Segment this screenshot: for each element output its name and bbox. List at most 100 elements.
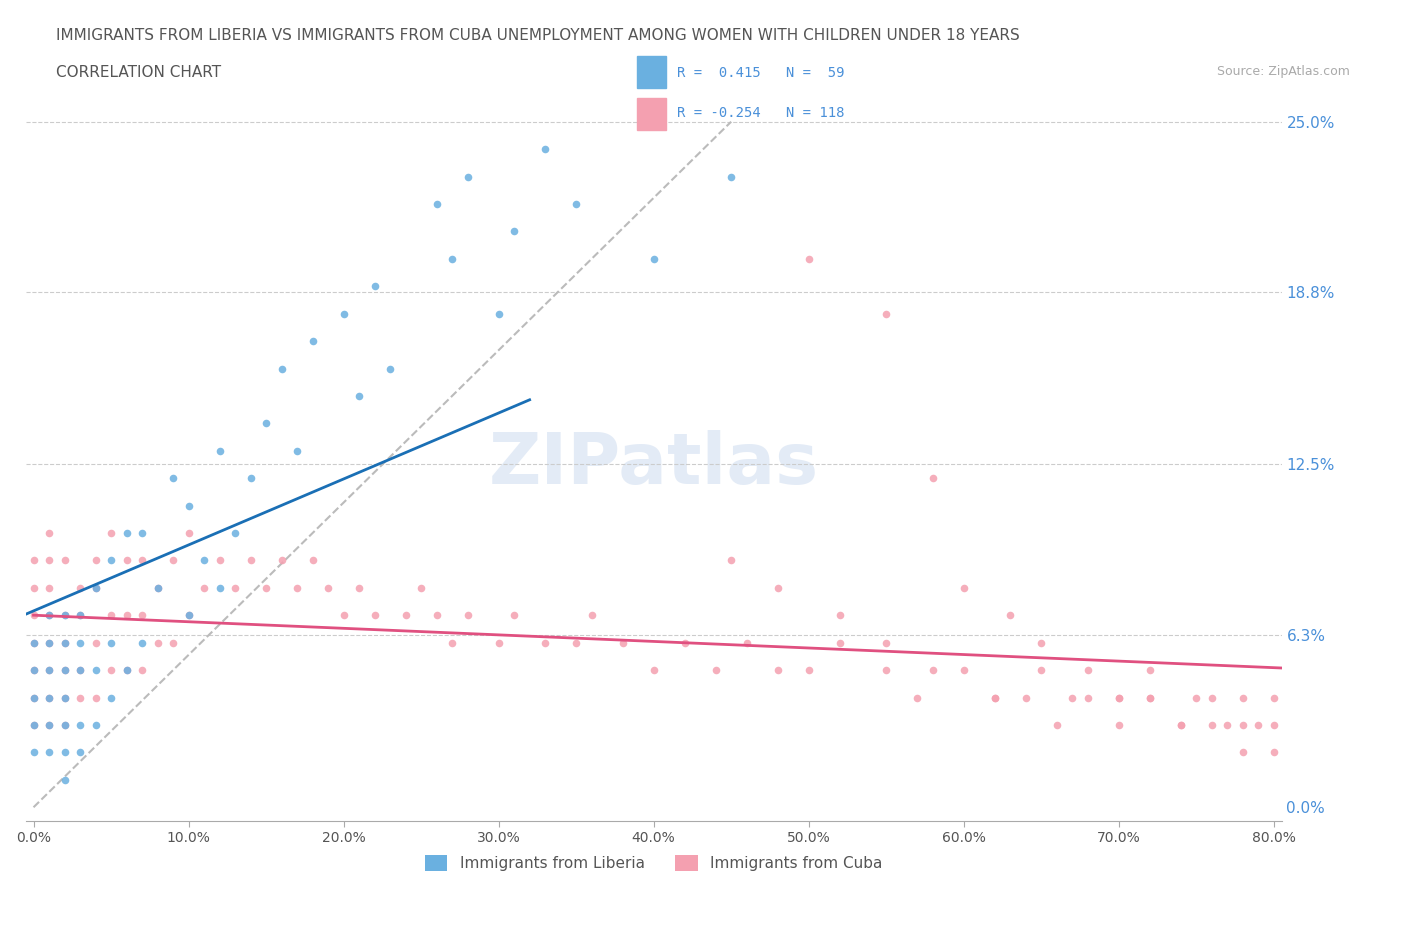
- Point: [426, 196, 449, 211]
- Text: CORRELATION CHART: CORRELATION CHART: [56, 65, 221, 80]
- Point: [1077, 690, 1099, 705]
- Point: [84, 580, 107, 595]
- Point: [146, 580, 169, 595]
- Point: [457, 169, 479, 184]
- Point: [1201, 718, 1223, 733]
- Point: [69, 580, 91, 595]
- Point: [534, 635, 557, 650]
- Point: [84, 663, 107, 678]
- Text: IMMIGRANTS FROM LIBERIA VS IMMIGRANTS FROM CUBA UNEMPLOYMENT AMONG WOMEN WITH CH: IMMIGRANTS FROM LIBERIA VS IMMIGRANTS FR…: [56, 28, 1019, 43]
- Point: [22, 553, 45, 568]
- Point: [69, 663, 91, 678]
- Point: [100, 608, 122, 623]
- Point: [1170, 718, 1192, 733]
- Point: [146, 580, 169, 595]
- Point: [704, 663, 727, 678]
- Point: [735, 635, 758, 650]
- Point: [69, 608, 91, 623]
- Point: [581, 608, 603, 623]
- Point: [162, 553, 184, 568]
- Point: [1031, 635, 1053, 650]
- Point: [177, 525, 200, 540]
- Point: [503, 224, 526, 239]
- Point: [53, 608, 76, 623]
- Point: [115, 525, 138, 540]
- Point: [84, 690, 107, 705]
- Point: [38, 525, 60, 540]
- Point: [22, 718, 45, 733]
- Point: [22, 690, 45, 705]
- Point: [69, 718, 91, 733]
- Point: [100, 635, 122, 650]
- Point: [84, 580, 107, 595]
- Point: [22, 580, 45, 595]
- Point: [394, 608, 416, 623]
- Point: [69, 745, 91, 760]
- Point: [53, 773, 76, 788]
- Point: [53, 635, 76, 650]
- Point: [239, 471, 262, 485]
- Point: [38, 663, 60, 678]
- Point: [1263, 745, 1285, 760]
- Point: [38, 690, 60, 705]
- Point: [1062, 690, 1084, 705]
- Bar: [637, 98, 666, 130]
- Point: [22, 745, 45, 760]
- Point: [38, 718, 60, 733]
- Point: [69, 635, 91, 650]
- Point: [952, 580, 974, 595]
- Point: [115, 553, 138, 568]
- Point: [1232, 718, 1254, 733]
- Point: [22, 663, 45, 678]
- Point: [177, 608, 200, 623]
- Point: [193, 580, 215, 595]
- Legend: Immigrants from Liberia, Immigrants from Cuba: Immigrants from Liberia, Immigrants from…: [419, 849, 889, 878]
- Point: [875, 635, 897, 650]
- Point: [22, 608, 45, 623]
- Point: [38, 635, 60, 650]
- Point: [177, 608, 200, 623]
- Point: [411, 580, 433, 595]
- Point: [1170, 718, 1192, 733]
- Point: [1139, 663, 1161, 678]
- Point: [766, 663, 789, 678]
- Point: [441, 251, 464, 266]
- Point: [131, 553, 153, 568]
- Point: [53, 690, 76, 705]
- Point: [921, 471, 943, 485]
- Point: [921, 663, 943, 678]
- Point: [53, 663, 76, 678]
- Point: [100, 690, 122, 705]
- Point: [162, 471, 184, 485]
- Point: [38, 580, 60, 595]
- Point: [53, 718, 76, 733]
- Text: R = -0.254   N = 118: R = -0.254 N = 118: [676, 106, 845, 121]
- Point: [1263, 690, 1285, 705]
- Point: [53, 553, 76, 568]
- Point: [720, 169, 742, 184]
- Point: [177, 498, 200, 513]
- Point: [131, 608, 153, 623]
- Point: [224, 580, 246, 595]
- Point: [285, 580, 308, 595]
- Point: [797, 663, 820, 678]
- Point: [115, 608, 138, 623]
- Point: [22, 718, 45, 733]
- Point: [285, 444, 308, 458]
- Point: [53, 718, 76, 733]
- Point: [22, 663, 45, 678]
- Point: [115, 663, 138, 678]
- Point: [38, 718, 60, 733]
- Point: [131, 525, 153, 540]
- Point: [1031, 663, 1053, 678]
- Point: [224, 525, 246, 540]
- Point: [69, 608, 91, 623]
- Point: [53, 608, 76, 623]
- Point: [208, 553, 231, 568]
- Point: [797, 251, 820, 266]
- Point: [53, 663, 76, 678]
- Point: [488, 635, 510, 650]
- Point: [488, 306, 510, 321]
- Point: [363, 608, 385, 623]
- Point: [347, 389, 370, 404]
